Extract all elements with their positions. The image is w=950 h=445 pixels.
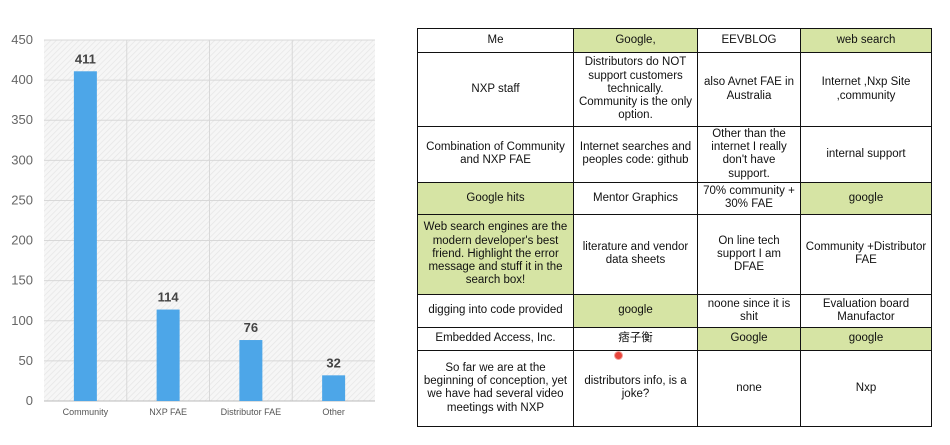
bar-value-label: 32 xyxy=(326,355,340,370)
x-category-label: Community xyxy=(63,407,109,417)
table-cell: google xyxy=(800,181,932,215)
y-tick-label: 250 xyxy=(11,192,33,207)
y-tick-label: 0 xyxy=(26,393,33,408)
table-cell: NXP staff xyxy=(417,52,574,127)
table-row: Web search engines are the modern develo… xyxy=(417,213,932,295)
table-cell: Me xyxy=(417,28,574,53)
cursor-dot xyxy=(614,351,623,360)
bar-community xyxy=(73,71,97,401)
table-cell: 70% community + 30% FAE xyxy=(697,181,801,215)
table-row: Me Google, EEVBLOG web search xyxy=(417,28,932,53)
table-row: NXP staff Distributors do NOT support cus… xyxy=(417,52,932,127)
table-cell: none xyxy=(697,349,801,427)
responses-table: Me Google, EEVBLOG web search NXP staff Distr… xyxy=(417,28,932,427)
table-cell: web search xyxy=(800,28,932,53)
table-cell: Other than the internet I really don't h… xyxy=(697,126,801,183)
table-cell: internal support xyxy=(800,126,932,183)
bar-chart: 0 50 100 150 200 250 300 350 400 450 411 114 76 32 C… xyxy=(11,32,375,417)
table-row: digging into code provided google noone si… xyxy=(417,293,932,328)
y-tick-label: 300 xyxy=(11,152,33,167)
bar-other xyxy=(322,375,346,401)
table-cell: digging into code provided xyxy=(417,293,574,328)
table-cell: So far we are at the beginning of concep… xyxy=(417,349,574,427)
table-cell: EEVBLOG xyxy=(697,28,801,53)
table-cell: Mentor Graphics xyxy=(573,181,698,215)
table-cell: google xyxy=(800,326,932,351)
y-tick-label: 50 xyxy=(19,353,33,368)
table-cell: Distributors do NOT support customers te… xyxy=(573,52,698,127)
table-cell: Google hits xyxy=(417,181,574,215)
table-cell: Google, xyxy=(573,28,698,53)
table-cell: also Avnet FAE in Australia xyxy=(697,52,801,127)
table-cell: Evaluation board Manufactor xyxy=(800,293,932,328)
table-cell: Community +Distributor FAE xyxy=(800,213,932,295)
y-tick-label: 200 xyxy=(11,233,33,248)
table-cell: literature and vendor data sheets xyxy=(573,213,698,295)
y-tick-label: 400 xyxy=(11,72,33,87)
table-cell: distributors info, is a joke? xyxy=(573,349,698,427)
table-cell: Combination of Community and NXP FAE xyxy=(417,126,574,183)
y-tick-label: 350 xyxy=(11,112,33,127)
table-cell: Web search engines are the modern develo… xyxy=(417,213,574,295)
table-row: Google hits Mentor Graphics 70% community … xyxy=(417,181,932,215)
bar-value-label: 114 xyxy=(158,290,180,305)
table-cell: Embedded Access, Inc. xyxy=(417,326,574,351)
table-row: So far we are at the beginning of concep… xyxy=(417,349,932,427)
table-cell: noone since it is shit xyxy=(697,293,801,328)
x-category-label: Distributor FAE xyxy=(221,407,282,417)
table-cell: Internet searches and peoples code: gith… xyxy=(573,126,698,183)
bar-value-label: 76 xyxy=(244,320,258,335)
table-cell: On line tech support I am DFAE xyxy=(697,213,801,295)
y-tick-label: 100 xyxy=(11,313,33,328)
table-cell: Google xyxy=(697,326,801,351)
bar-nxp-fae xyxy=(156,309,180,401)
y-tick-label: 450 xyxy=(11,32,33,47)
table-cell: google xyxy=(573,293,698,328)
x-category-label: NXP FAE xyxy=(149,407,187,417)
x-category-label: Other xyxy=(322,407,345,417)
table-cell: Nxp xyxy=(800,349,932,427)
y-tick-label: 150 xyxy=(11,273,33,288)
table-cell: 痞子衡 xyxy=(573,326,698,351)
table-row: Combination of Community and NXP FAE Inte… xyxy=(417,126,932,183)
bar-value-label: 411 xyxy=(75,51,96,66)
bar-distributor-fae xyxy=(239,340,263,401)
table-cell: Internet ,Nxp Site ,community xyxy=(800,52,932,127)
table-row: Embedded Access, Inc. 痞子衡 Google google xyxy=(417,326,932,351)
